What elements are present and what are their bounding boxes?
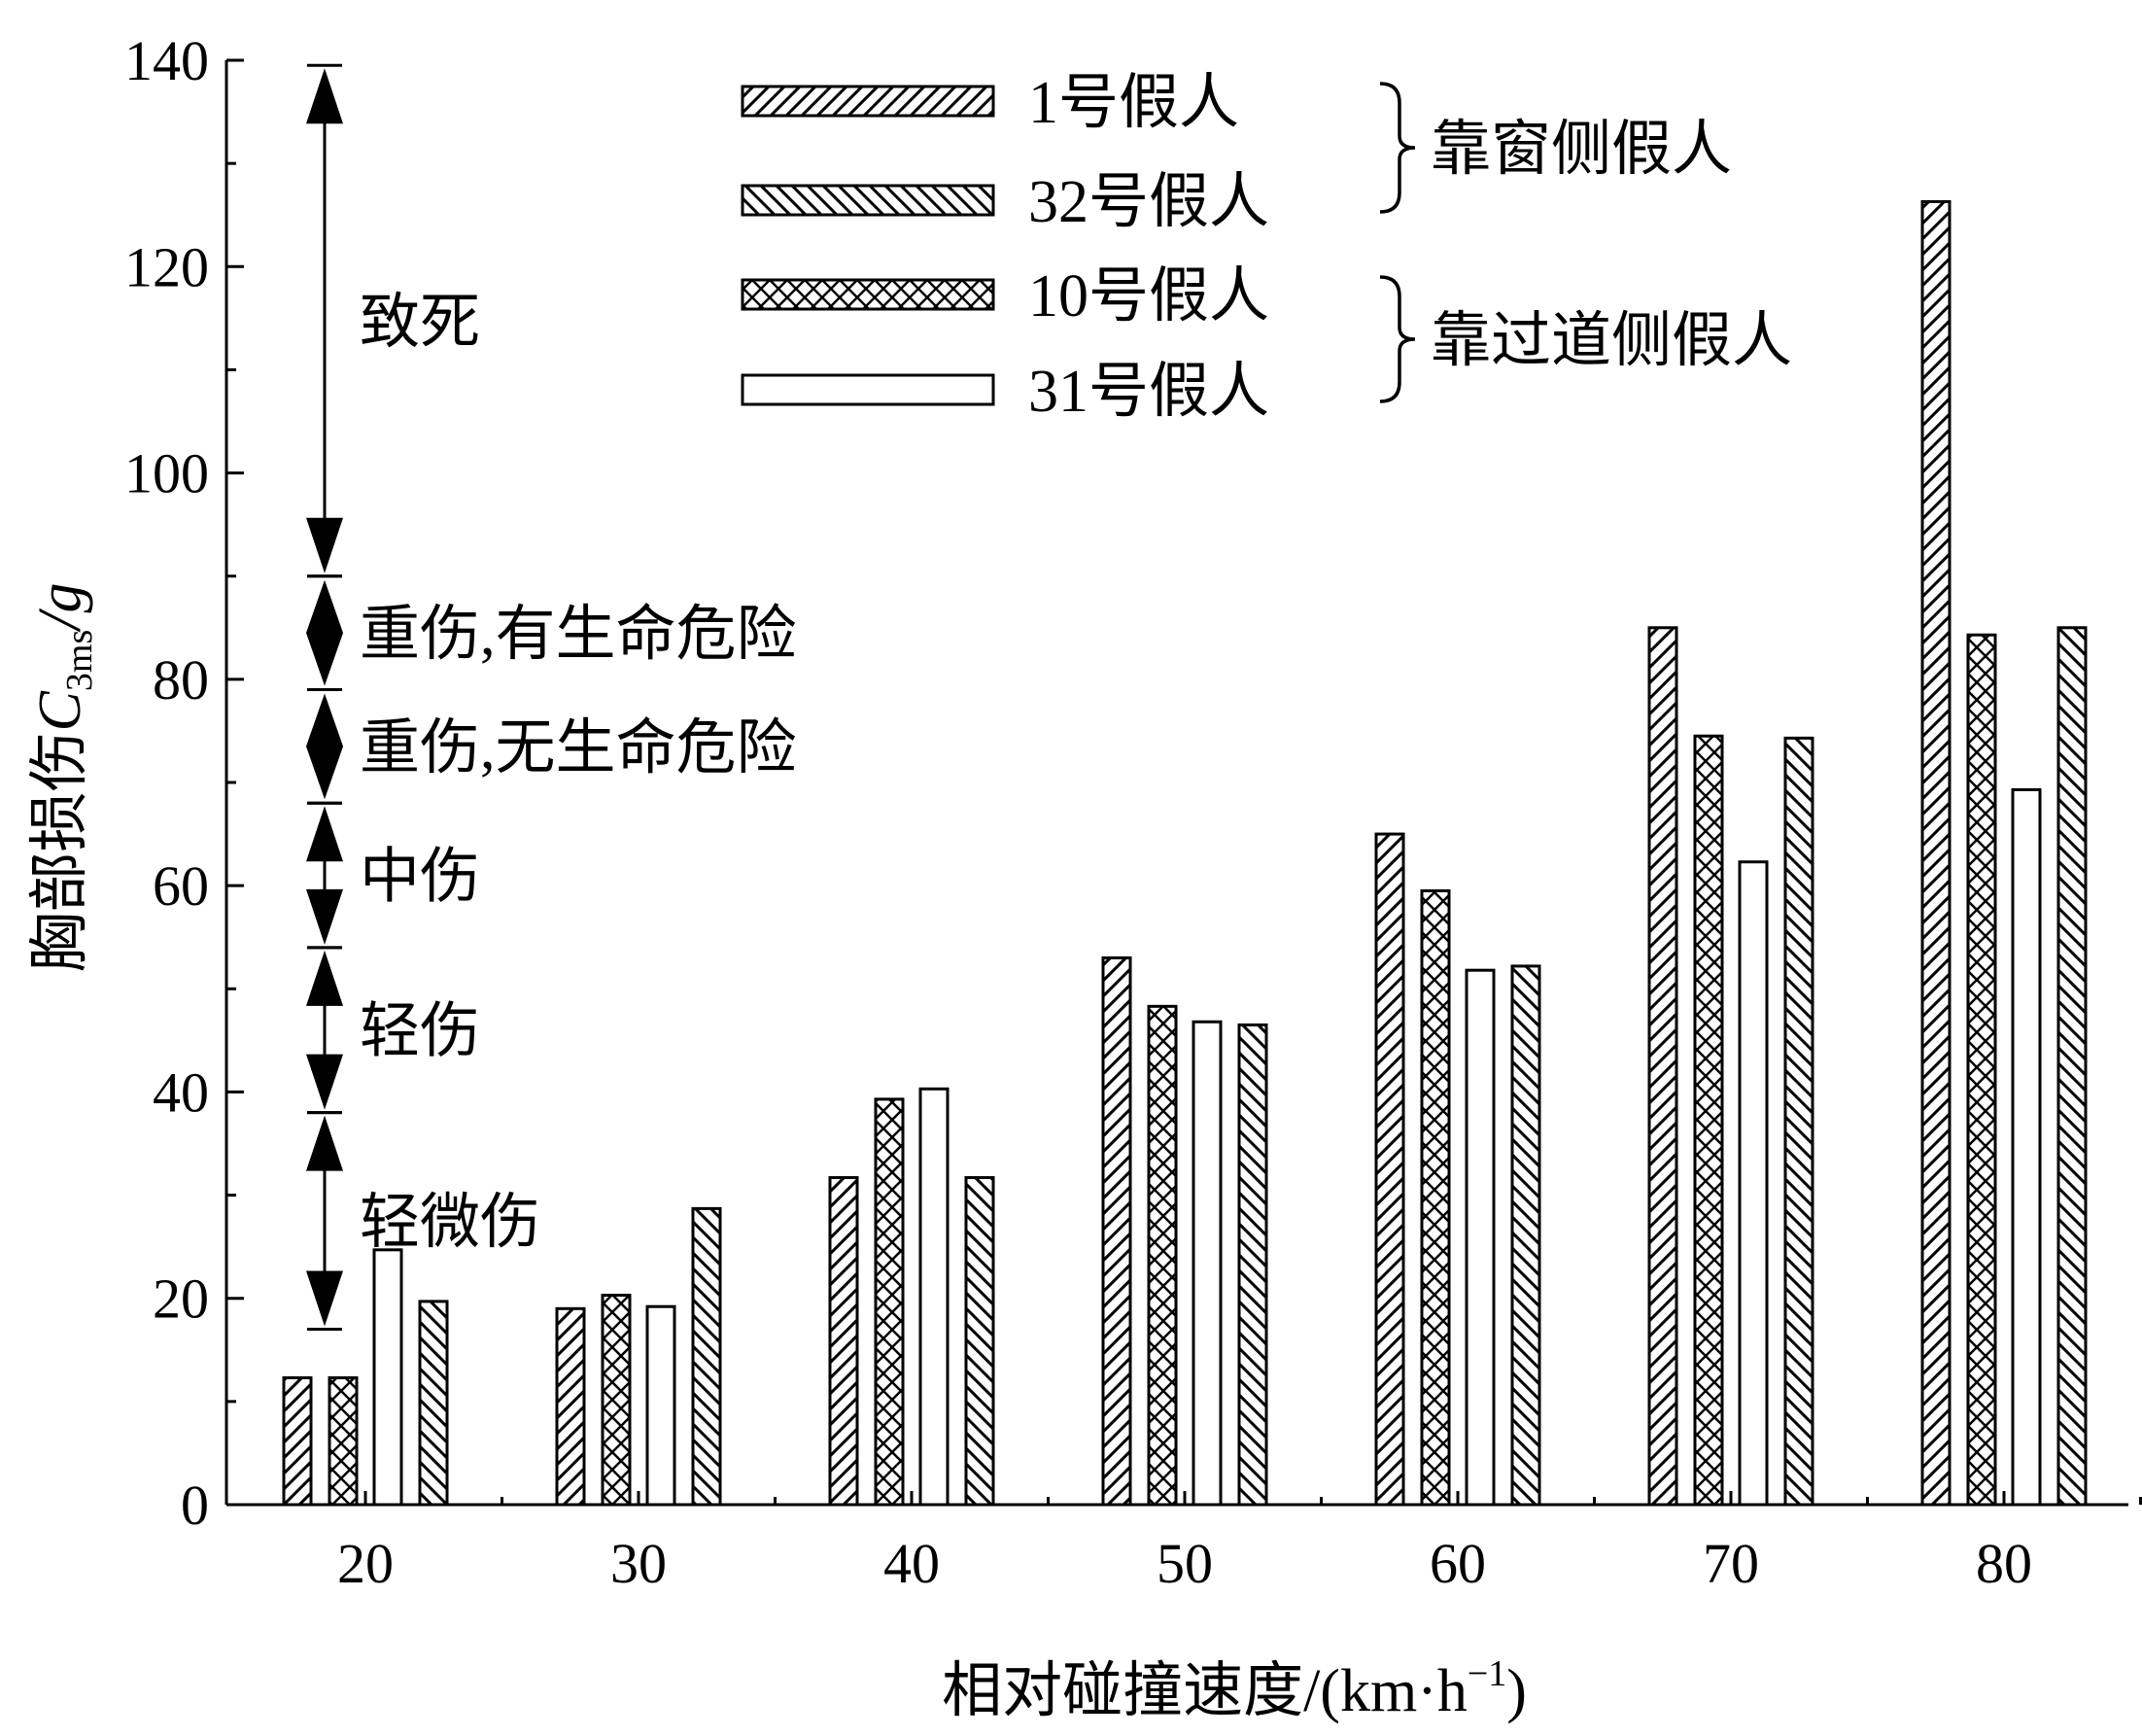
- bar: [418, 1300, 449, 1507]
- level-diamond: [306, 693, 343, 800]
- bar: [828, 1176, 859, 1507]
- legend-label: 32号假人: [1028, 169, 1269, 235]
- y-tick-label: 120: [124, 235, 209, 298]
- bar: [1693, 734, 1724, 1507]
- x-tick-label: 50: [1157, 1532, 1213, 1595]
- bar: [1101, 955, 1132, 1507]
- bar: [1647, 626, 1678, 1507]
- legend-group-label: 靠过道侧假人: [1431, 308, 1792, 374]
- bar: [555, 1306, 586, 1507]
- x-tick-label: 40: [883, 1532, 940, 1595]
- level-label: 重伤,有生命危险: [360, 602, 797, 668]
- level-label: 轻伤: [360, 999, 480, 1065]
- bar: [645, 1304, 676, 1507]
- level-arrow-head: [306, 68, 343, 124]
- bar: [2056, 626, 2088, 1507]
- legend-label: 31号假人: [1028, 359, 1269, 425]
- bar: [1147, 1004, 1178, 1507]
- level-arrow-head: [306, 806, 343, 862]
- level-diamond: [306, 579, 343, 686]
- level-label: 重伤,无生命危险: [360, 715, 797, 781]
- level-label: 致死: [360, 290, 480, 356]
- y-tick-label: 40: [153, 1060, 209, 1124]
- bar: [1738, 860, 1769, 1507]
- bar: [964, 1176, 995, 1507]
- level-arrow-head: [306, 1270, 343, 1327]
- bar: [1920, 199, 1952, 1507]
- level-label: 中伤: [360, 845, 480, 911]
- y-tick-label: 100: [124, 442, 209, 505]
- x-ticks: 20 30 40 50 60 70 80: [337, 1491, 2142, 1595]
- level-arrow-head: [306, 517, 343, 573]
- legend-swatch: [741, 184, 995, 217]
- bar: [601, 1294, 632, 1507]
- bar: [1510, 964, 1541, 1507]
- legend-brace: [1379, 275, 1416, 403]
- level-arrow-head: [306, 1115, 343, 1171]
- legend-label: 10号假人: [1028, 263, 1269, 330]
- bar: [1966, 633, 1997, 1507]
- y-tick-label: 20: [153, 1267, 209, 1331]
- bar: [1237, 1023, 1268, 1507]
- bar: [1374, 832, 1405, 1507]
- bars-layer: [282, 199, 2088, 1507]
- level-arrow-head: [306, 950, 343, 1006]
- x-tick-label: 20: [337, 1532, 394, 1595]
- bar: [328, 1375, 359, 1507]
- x-tick-label: 30: [610, 1532, 667, 1595]
- legend-swatch: [741, 373, 995, 406]
- legend-label: 1号假人: [1028, 70, 1239, 136]
- bar: [282, 1375, 313, 1507]
- bar: [874, 1097, 905, 1507]
- bar: [1192, 1020, 1223, 1507]
- legend-brace: [1379, 82, 1416, 214]
- y-tick-label: 140: [124, 29, 209, 92]
- legend-group-label: 靠窗侧假人: [1431, 117, 1732, 183]
- y-tick-label: 60: [153, 854, 209, 918]
- legend-swatch: [741, 278, 995, 311]
- level-arrow-head: [306, 1054, 343, 1110]
- bar: [2011, 787, 2042, 1507]
- bar: [372, 1248, 403, 1507]
- x-tick-label: 80: [1976, 1532, 2032, 1595]
- y-tick-label: 0: [181, 1474, 209, 1537]
- x-tick-label: 60: [1430, 1532, 1486, 1595]
- x-axis-title: 相对碰撞速度/(km·h−1): [942, 1653, 1527, 1724]
- y-ticks: 0 20 40 60 80 100 120 140: [124, 29, 244, 1537]
- level-label: 轻微伤: [360, 1190, 540, 1256]
- bar: [1783, 736, 1814, 1507]
- legend-swatch: [741, 85, 995, 118]
- bar: [1465, 968, 1496, 1507]
- bar: [918, 1087, 950, 1507]
- bar: [691, 1206, 722, 1507]
- bar: [1420, 888, 1451, 1507]
- x-tick-label: 70: [1703, 1532, 1759, 1595]
- level-arrow-head: [306, 888, 343, 945]
- y-tick-label: 80: [153, 648, 209, 712]
- y-axis-title: 胸部损伤C3ms/g: [27, 583, 100, 973]
